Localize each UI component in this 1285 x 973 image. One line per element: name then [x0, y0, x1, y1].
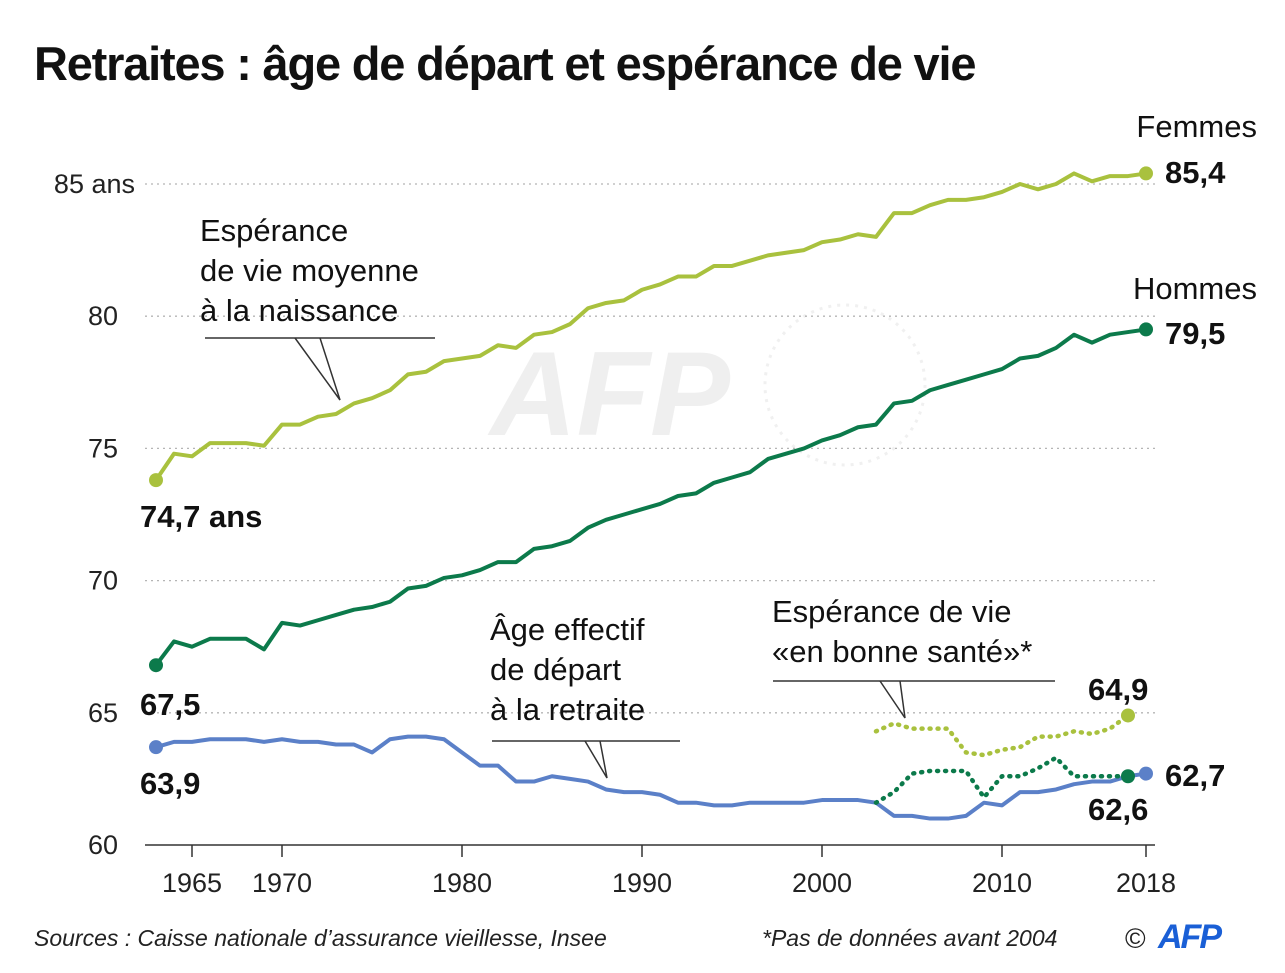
watermark-globe-icon [763, 303, 927, 467]
sante-hommes-point [1121, 769, 1135, 784]
retraite-end-value: 62,7 [1165, 758, 1225, 793]
hommes-point [1139, 322, 1153, 337]
grid [145, 183, 1155, 714]
retraite-start-value: 63,9 [140, 766, 200, 801]
femmes-end-value: 85,4 [1165, 155, 1226, 190]
sante-label-2: «en bonne santé»* [772, 634, 1032, 669]
y-axis-ticks: 60 65 70 75 80 85 ans [54, 169, 135, 860]
femmes-line [154, 171, 1147, 482]
retraite-label-3: à la retraite [490, 692, 645, 727]
femmes-point [149, 473, 163, 488]
y-tick-label: 75 [88, 433, 118, 463]
copyright-icon: © [1125, 923, 1146, 954]
x-tick-label: 1980 [432, 868, 492, 898]
x-tick-label: 2010 [972, 868, 1032, 898]
x-tick-label: 1990 [612, 868, 672, 898]
sante-hommes-end-value: 62,6 [1088, 792, 1148, 827]
x-tick-label: 1965 [162, 868, 222, 898]
sources-text: Sources : Caisse nationale d’assurance v… [34, 925, 607, 951]
x-tick-label: 2018 [1116, 868, 1176, 898]
retraite-label-1: Âge effectif [490, 612, 645, 647]
esperance-label-1: Espérance [200, 213, 348, 248]
retraite-point [149, 740, 163, 755]
y-tick-label: 70 [88, 566, 118, 596]
y-tick-label: 60 [88, 830, 118, 860]
afp-watermark: AFP [487, 303, 927, 467]
sante-femmes-line [873, 713, 1131, 758]
femmes-point [1139, 166, 1153, 181]
afp-logo: AFP [1157, 918, 1222, 956]
sante-femmes-end-value: 64,9 [1088, 672, 1148, 707]
x-axis-ticks: 1965 1970 1980 1990 2000 2010 2018 [145, 844, 1176, 898]
x-tick-label: 2000 [792, 868, 852, 898]
series-layer [149, 166, 1153, 821]
watermark-text: AFP [487, 327, 731, 461]
chart-title: Retraites : âge de départ et espérance d… [34, 37, 975, 90]
retraite-pointer [584, 740, 608, 779]
y-tick-label: 65 [88, 698, 118, 728]
retraite-label-2: de départ [490, 652, 621, 687]
hommes-start-value: 67,5 [140, 687, 200, 722]
hommes-end-value: 79,5 [1165, 316, 1225, 351]
hommes-line [154, 327, 1147, 667]
sante-pointer [879, 680, 906, 719]
legend-hommes: Hommes [1133, 271, 1257, 306]
retraite-line [155, 734, 1147, 821]
x-tick-label: 1970 [252, 868, 312, 898]
footnote-text: *Pas de données avant 2004 [762, 925, 1057, 951]
sante-label-1: Espérance de vie [772, 594, 1012, 629]
esperance-pointer [294, 337, 341, 401]
esperance-label-3: à la naissance [200, 293, 398, 328]
hommes-point [149, 658, 163, 673]
sante-femmes-point [1121, 708, 1135, 723]
retraite-point [1139, 766, 1153, 781]
legend-femmes: Femmes [1136, 109, 1257, 144]
y-tick-label: 85 ans [54, 169, 135, 199]
femmes-start-value: 74,7 ans [140, 499, 262, 534]
esperance-label-2: de vie moyenne [200, 253, 419, 288]
y-tick-label: 80 [88, 301, 118, 331]
